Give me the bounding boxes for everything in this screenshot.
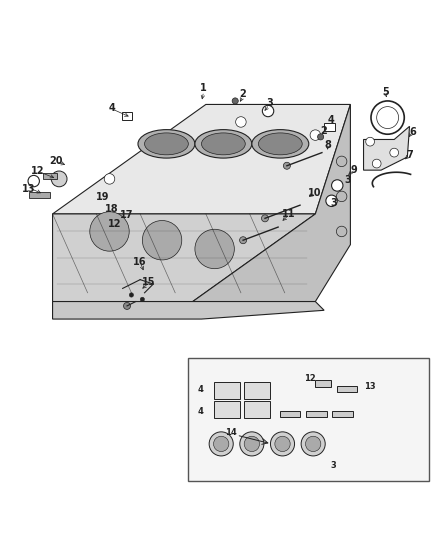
FancyBboxPatch shape bbox=[332, 410, 353, 417]
Text: 3: 3 bbox=[330, 198, 337, 207]
Text: 7: 7 bbox=[406, 150, 413, 160]
Circle shape bbox=[104, 174, 115, 184]
Circle shape bbox=[372, 159, 381, 168]
Text: 20: 20 bbox=[49, 156, 63, 166]
Ellipse shape bbox=[213, 436, 229, 451]
Ellipse shape bbox=[301, 432, 325, 456]
Text: 3: 3 bbox=[345, 175, 352, 185]
Circle shape bbox=[390, 148, 399, 157]
Circle shape bbox=[336, 226, 347, 237]
Text: 4: 4 bbox=[108, 103, 115, 113]
Ellipse shape bbox=[142, 221, 182, 260]
Text: 14: 14 bbox=[225, 429, 237, 438]
Polygon shape bbox=[53, 302, 324, 319]
Ellipse shape bbox=[195, 229, 234, 269]
Circle shape bbox=[318, 134, 324, 140]
Circle shape bbox=[262, 106, 274, 117]
Text: 13: 13 bbox=[364, 383, 375, 391]
Ellipse shape bbox=[201, 133, 245, 155]
Polygon shape bbox=[193, 104, 350, 302]
FancyBboxPatch shape bbox=[244, 401, 270, 418]
Ellipse shape bbox=[275, 436, 290, 451]
Ellipse shape bbox=[209, 432, 233, 456]
Text: 2: 2 bbox=[321, 126, 328, 136]
Ellipse shape bbox=[240, 432, 264, 456]
Text: 13: 13 bbox=[22, 183, 35, 193]
Circle shape bbox=[310, 130, 321, 140]
Circle shape bbox=[283, 162, 290, 169]
Circle shape bbox=[140, 297, 145, 302]
Ellipse shape bbox=[145, 133, 188, 155]
Polygon shape bbox=[364, 126, 410, 170]
FancyBboxPatch shape bbox=[188, 359, 429, 481]
Circle shape bbox=[236, 117, 246, 127]
Text: 16: 16 bbox=[134, 257, 147, 267]
FancyBboxPatch shape bbox=[280, 410, 300, 417]
Circle shape bbox=[326, 195, 337, 206]
Text: 10: 10 bbox=[308, 188, 321, 198]
Circle shape bbox=[261, 215, 268, 222]
Text: 4: 4 bbox=[327, 115, 334, 125]
FancyBboxPatch shape bbox=[337, 386, 357, 392]
FancyBboxPatch shape bbox=[214, 401, 240, 418]
Ellipse shape bbox=[252, 130, 309, 158]
Text: 12: 12 bbox=[108, 219, 121, 229]
FancyBboxPatch shape bbox=[315, 380, 331, 387]
Circle shape bbox=[232, 98, 238, 104]
Circle shape bbox=[124, 302, 131, 310]
Text: 8: 8 bbox=[324, 140, 331, 150]
Text: 9: 9 bbox=[350, 165, 357, 175]
Circle shape bbox=[332, 180, 343, 191]
Text: 12: 12 bbox=[304, 374, 315, 383]
Text: 5: 5 bbox=[382, 87, 389, 97]
Text: 3: 3 bbox=[266, 98, 273, 108]
Polygon shape bbox=[53, 214, 315, 302]
Text: 15: 15 bbox=[142, 277, 155, 287]
Text: 18: 18 bbox=[105, 204, 119, 214]
Circle shape bbox=[366, 138, 374, 146]
Circle shape bbox=[28, 175, 39, 187]
Text: 3: 3 bbox=[330, 461, 336, 470]
Ellipse shape bbox=[90, 212, 129, 251]
Polygon shape bbox=[53, 104, 350, 214]
Circle shape bbox=[336, 191, 347, 201]
FancyBboxPatch shape bbox=[43, 173, 57, 179]
Text: 12: 12 bbox=[31, 166, 44, 176]
Bar bbox=[324, 123, 335, 131]
Ellipse shape bbox=[305, 436, 321, 451]
Circle shape bbox=[129, 293, 134, 297]
FancyBboxPatch shape bbox=[214, 382, 240, 399]
Circle shape bbox=[240, 237, 247, 244]
Text: 11: 11 bbox=[283, 209, 296, 219]
Text: 6: 6 bbox=[409, 127, 416, 136]
Ellipse shape bbox=[258, 133, 302, 155]
Bar bbox=[122, 112, 132, 120]
Text: 4: 4 bbox=[198, 407, 204, 416]
Ellipse shape bbox=[138, 130, 195, 158]
FancyBboxPatch shape bbox=[244, 382, 270, 399]
Ellipse shape bbox=[270, 432, 294, 456]
Text: 4: 4 bbox=[198, 385, 204, 394]
Text: 2: 2 bbox=[240, 90, 247, 99]
Ellipse shape bbox=[244, 436, 259, 451]
Circle shape bbox=[336, 156, 347, 167]
Text: 19: 19 bbox=[96, 192, 110, 203]
FancyBboxPatch shape bbox=[29, 191, 50, 198]
FancyBboxPatch shape bbox=[306, 410, 327, 417]
Ellipse shape bbox=[195, 130, 252, 158]
Circle shape bbox=[51, 171, 67, 187]
Text: 1: 1 bbox=[200, 83, 207, 93]
Text: 17: 17 bbox=[120, 210, 134, 220]
